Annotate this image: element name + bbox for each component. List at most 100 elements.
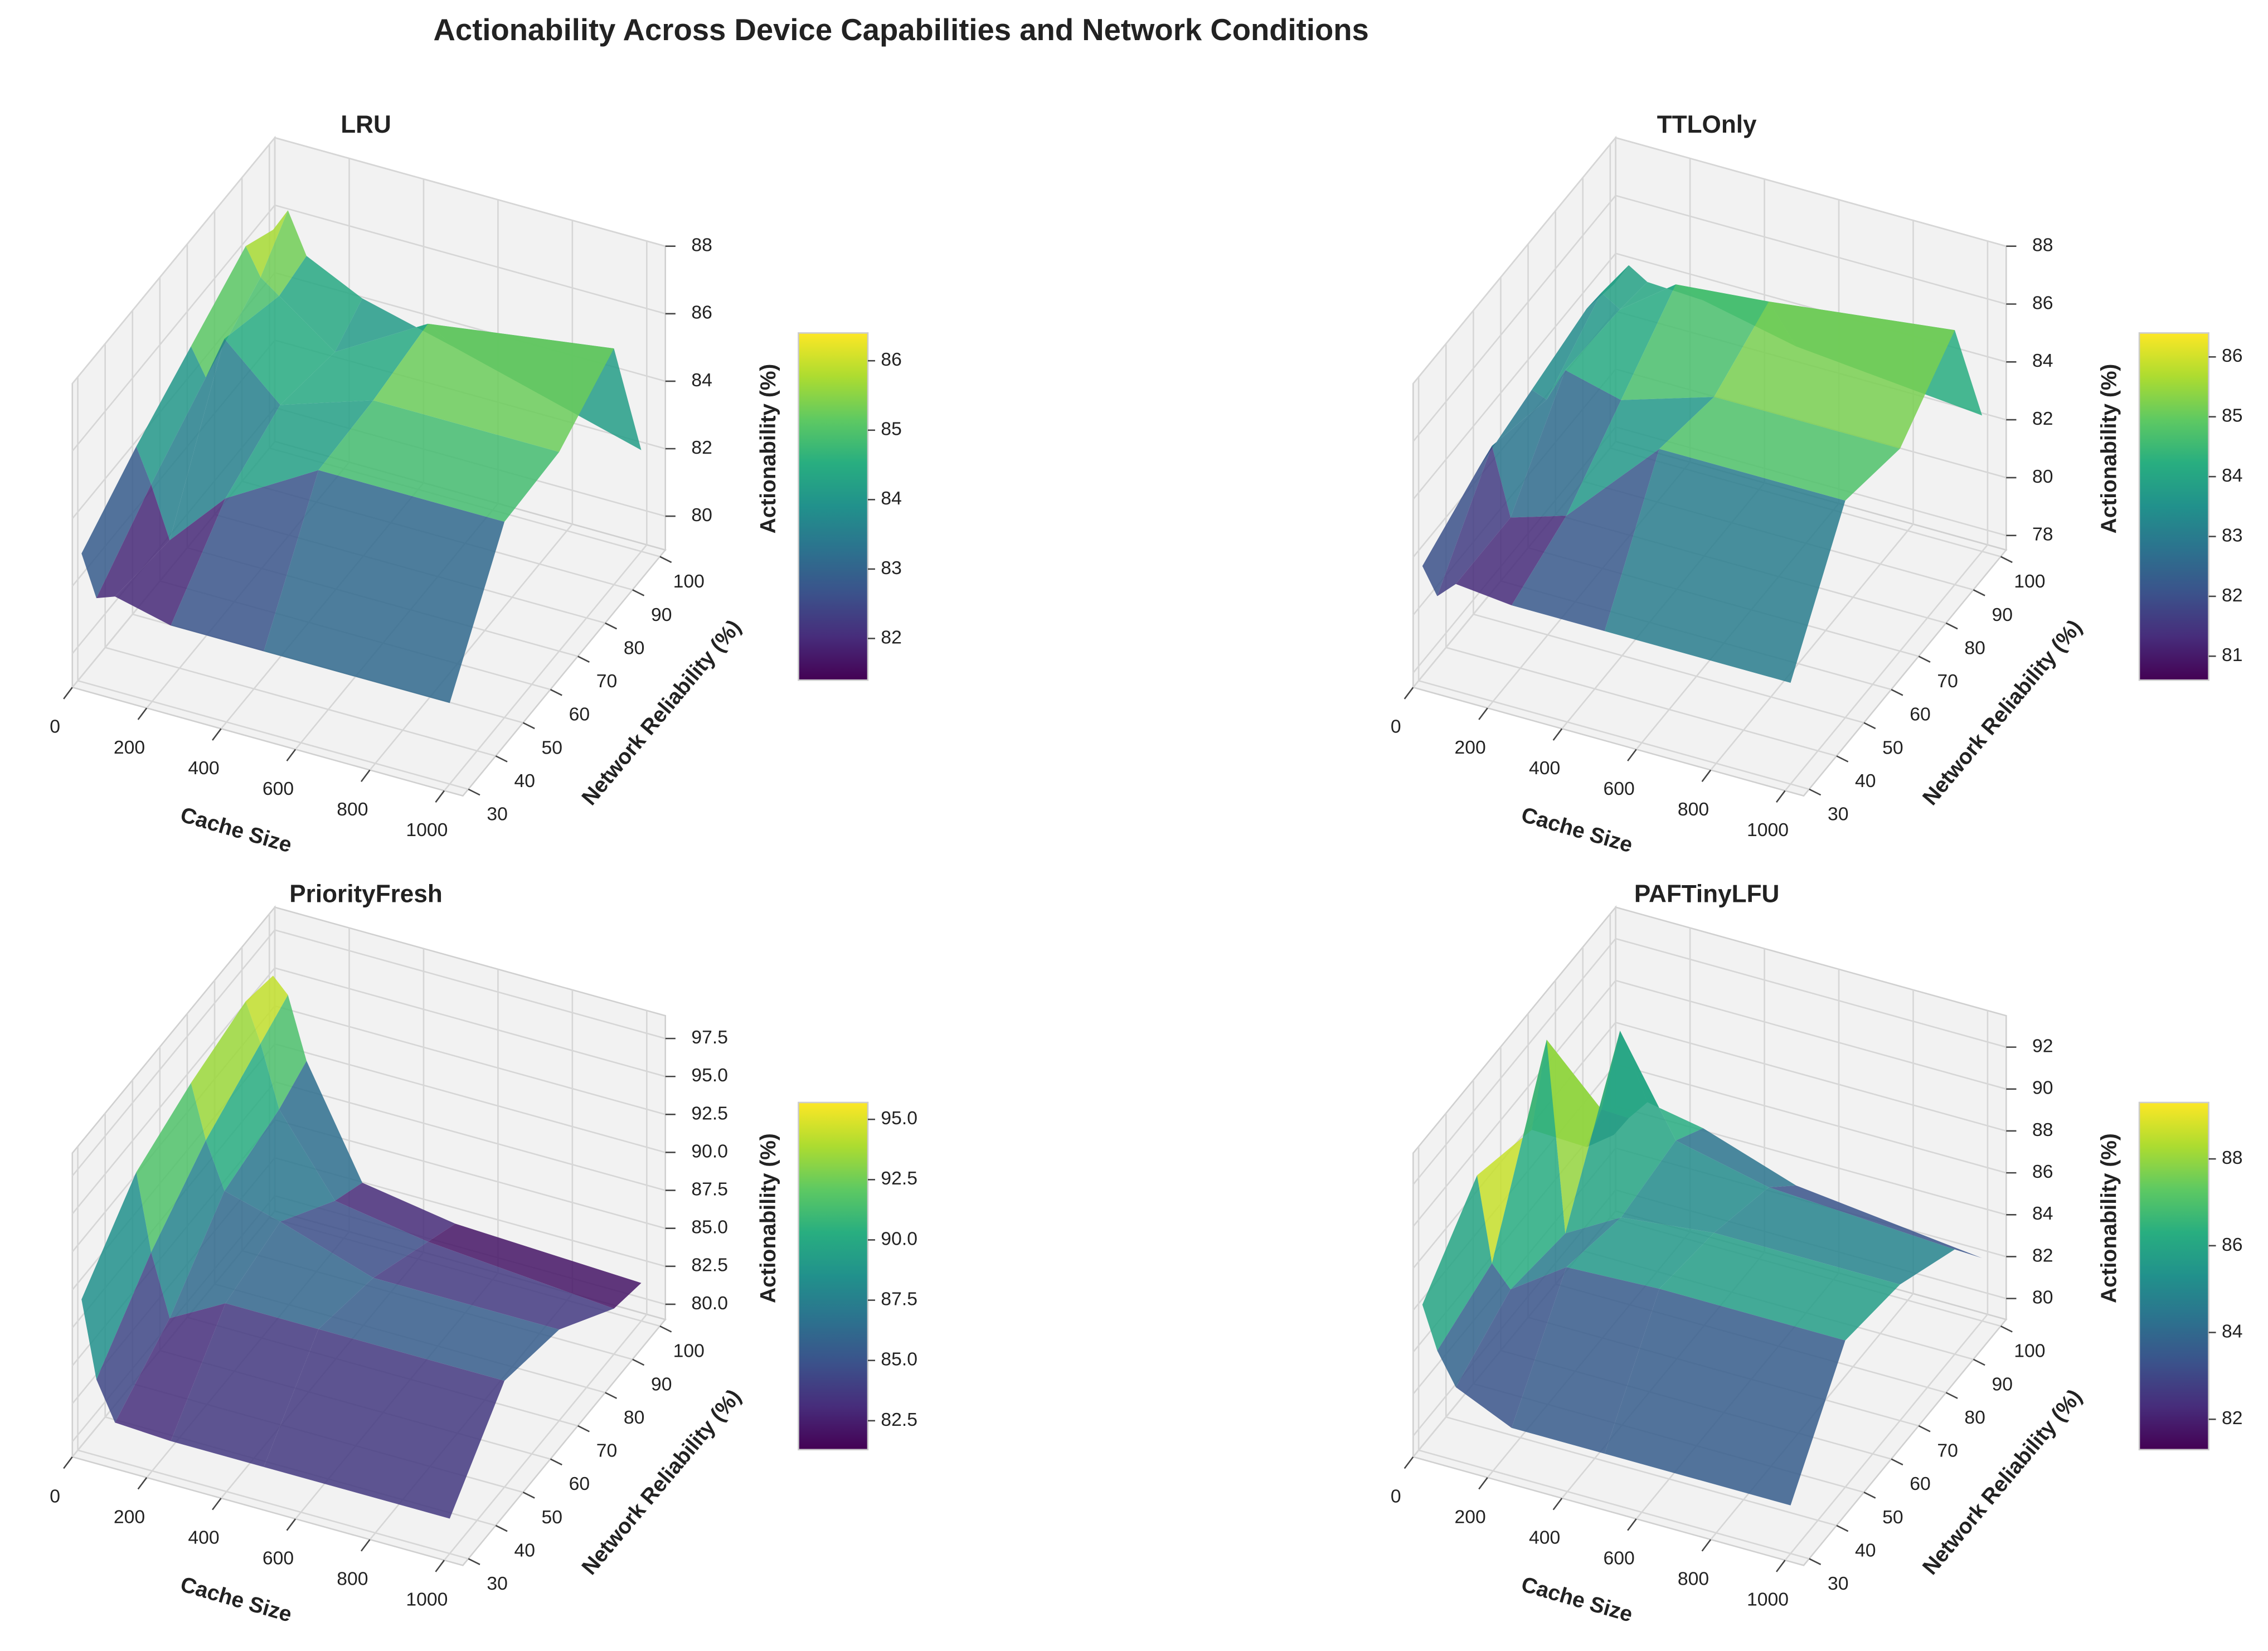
x-axis-label: Cache Size — [178, 803, 294, 857]
surface-patch — [1511, 1217, 1621, 1290]
z-tick-label: 80 — [2032, 1287, 2053, 1308]
y-tick-label: 80 — [1964, 637, 1985, 658]
surface-patch — [1511, 449, 1659, 632]
tick-mark — [468, 1558, 480, 1565]
x-tick-label: 200 — [1455, 737, 1486, 758]
x-tick-label: 400 — [188, 1527, 219, 1548]
surface-patch — [334, 298, 455, 352]
x-tick-label: 0 — [50, 716, 60, 737]
z-tick-label: 88 — [2032, 1119, 2053, 1140]
grid-line — [1412, 137, 1616, 385]
grid-line — [1445, 1416, 1837, 1527]
y-axis-label: Network Reliability (%) — [577, 1385, 746, 1580]
grid-line — [274, 929, 666, 1040]
tick-mark — [468, 788, 480, 796]
tick-mark — [286, 1518, 297, 1531]
colorbar-tick-label: 86 — [2222, 1234, 2243, 1255]
tick-mark — [605, 622, 618, 630]
figure-title: Actionability Across Device Capabilities… — [434, 13, 1369, 47]
tick-mark — [212, 1498, 222, 1511]
z-tick-label: 90 — [2032, 1077, 2053, 1099]
surface-patch — [81, 1172, 152, 1380]
grid-line — [274, 967, 666, 1077]
y-axis-label: Network Reliability (%) — [1918, 615, 2087, 810]
x-tick-label: 800 — [1678, 1569, 1709, 1590]
y-tick-label: 30 — [1828, 803, 1849, 824]
surface-patch — [171, 470, 319, 652]
z-tick-label: 92.5 — [691, 1103, 728, 1124]
surface-patch — [169, 338, 280, 541]
surface-patch — [1511, 370, 1621, 518]
surface-patch — [1621, 1140, 1769, 1233]
surface-patch — [1422, 1175, 1492, 1351]
surface-patch — [260, 995, 307, 1110]
surface-patch — [1492, 1040, 1566, 1290]
grid-line — [1615, 979, 2007, 1090]
surface-patch — [225, 400, 373, 499]
grid-line — [444, 544, 648, 791]
grid-line — [274, 204, 666, 315]
z-tick-label: 82 — [2032, 408, 2053, 429]
subplot-title: PAFTinyLFU — [1634, 881, 1780, 908]
grid-line — [369, 523, 573, 771]
y-tick-label: 70 — [596, 1440, 618, 1461]
y-tick-label: 90 — [1992, 1373, 2013, 1395]
z-tick-label: 97.5 — [691, 1027, 728, 1048]
surface-patch — [279, 256, 363, 352]
surface-patch — [1422, 445, 1492, 596]
surface-patch — [115, 498, 226, 626]
surface-patch — [264, 470, 505, 703]
grid-line — [1412, 252, 1616, 500]
x-tick-label: 200 — [114, 1506, 145, 1527]
tick-mark — [1627, 749, 1637, 761]
surface-patch — [1659, 397, 1900, 501]
grid-line — [1615, 938, 2007, 1048]
y-tick-label: 60 — [569, 704, 590, 725]
grid-line — [71, 205, 276, 452]
tick-mark — [360, 769, 371, 783]
y-tick-label: 70 — [596, 671, 618, 692]
surface-patch — [1714, 302, 1955, 449]
grid-line — [1710, 523, 1914, 771]
colorbar-tick-label: 85 — [881, 419, 902, 440]
surface-patch — [1477, 390, 1547, 471]
y-tick-label: 40 — [514, 770, 535, 791]
colorbar-tick-label: 88 — [2222, 1147, 2243, 1168]
colorbar-tick-label: 84 — [2222, 465, 2243, 486]
y-tick-label: 100 — [673, 571, 705, 592]
surface-patch — [1675, 1128, 1796, 1188]
grid-line — [274, 1005, 666, 1115]
tick-mark — [1701, 1539, 1712, 1552]
surface-patch — [96, 484, 170, 599]
tick-mark — [659, 1325, 672, 1333]
y-tick-label: 80 — [624, 1407, 645, 1428]
colorbar-tick-label: 86 — [2222, 345, 2243, 366]
z-tick-label: 95.0 — [691, 1065, 728, 1086]
tick-mark — [63, 687, 73, 700]
tick-mark — [1918, 1425, 1931, 1433]
tick-mark — [605, 1392, 618, 1399]
x-tick-label: 600 — [263, 1548, 294, 1569]
tick-mark — [1403, 1456, 1414, 1469]
surface-patch — [206, 1043, 279, 1191]
grid-line — [274, 1043, 666, 1153]
tick-mark — [1945, 622, 1958, 630]
surface-patch — [318, 1278, 560, 1381]
z-tick-label: 88 — [691, 235, 712, 256]
surface-patch — [264, 1329, 505, 1519]
grid-line — [274, 137, 666, 247]
surface-patch — [1455, 1267, 1567, 1428]
tick-mark — [1403, 687, 1414, 700]
surface-patch — [115, 1303, 226, 1441]
grid-line — [1418, 680, 1810, 790]
tick-mark — [2000, 556, 2013, 564]
surface-patch — [96, 1252, 170, 1423]
y-tick-label: 50 — [1882, 737, 1903, 758]
x-axis-label: Cache Size — [1519, 1572, 1635, 1627]
colorbar-tick-label: 84 — [2222, 1320, 2243, 1342]
y-tick-label: 30 — [487, 803, 508, 824]
surface-patch — [1437, 445, 1511, 596]
tick-mark — [577, 1425, 590, 1433]
